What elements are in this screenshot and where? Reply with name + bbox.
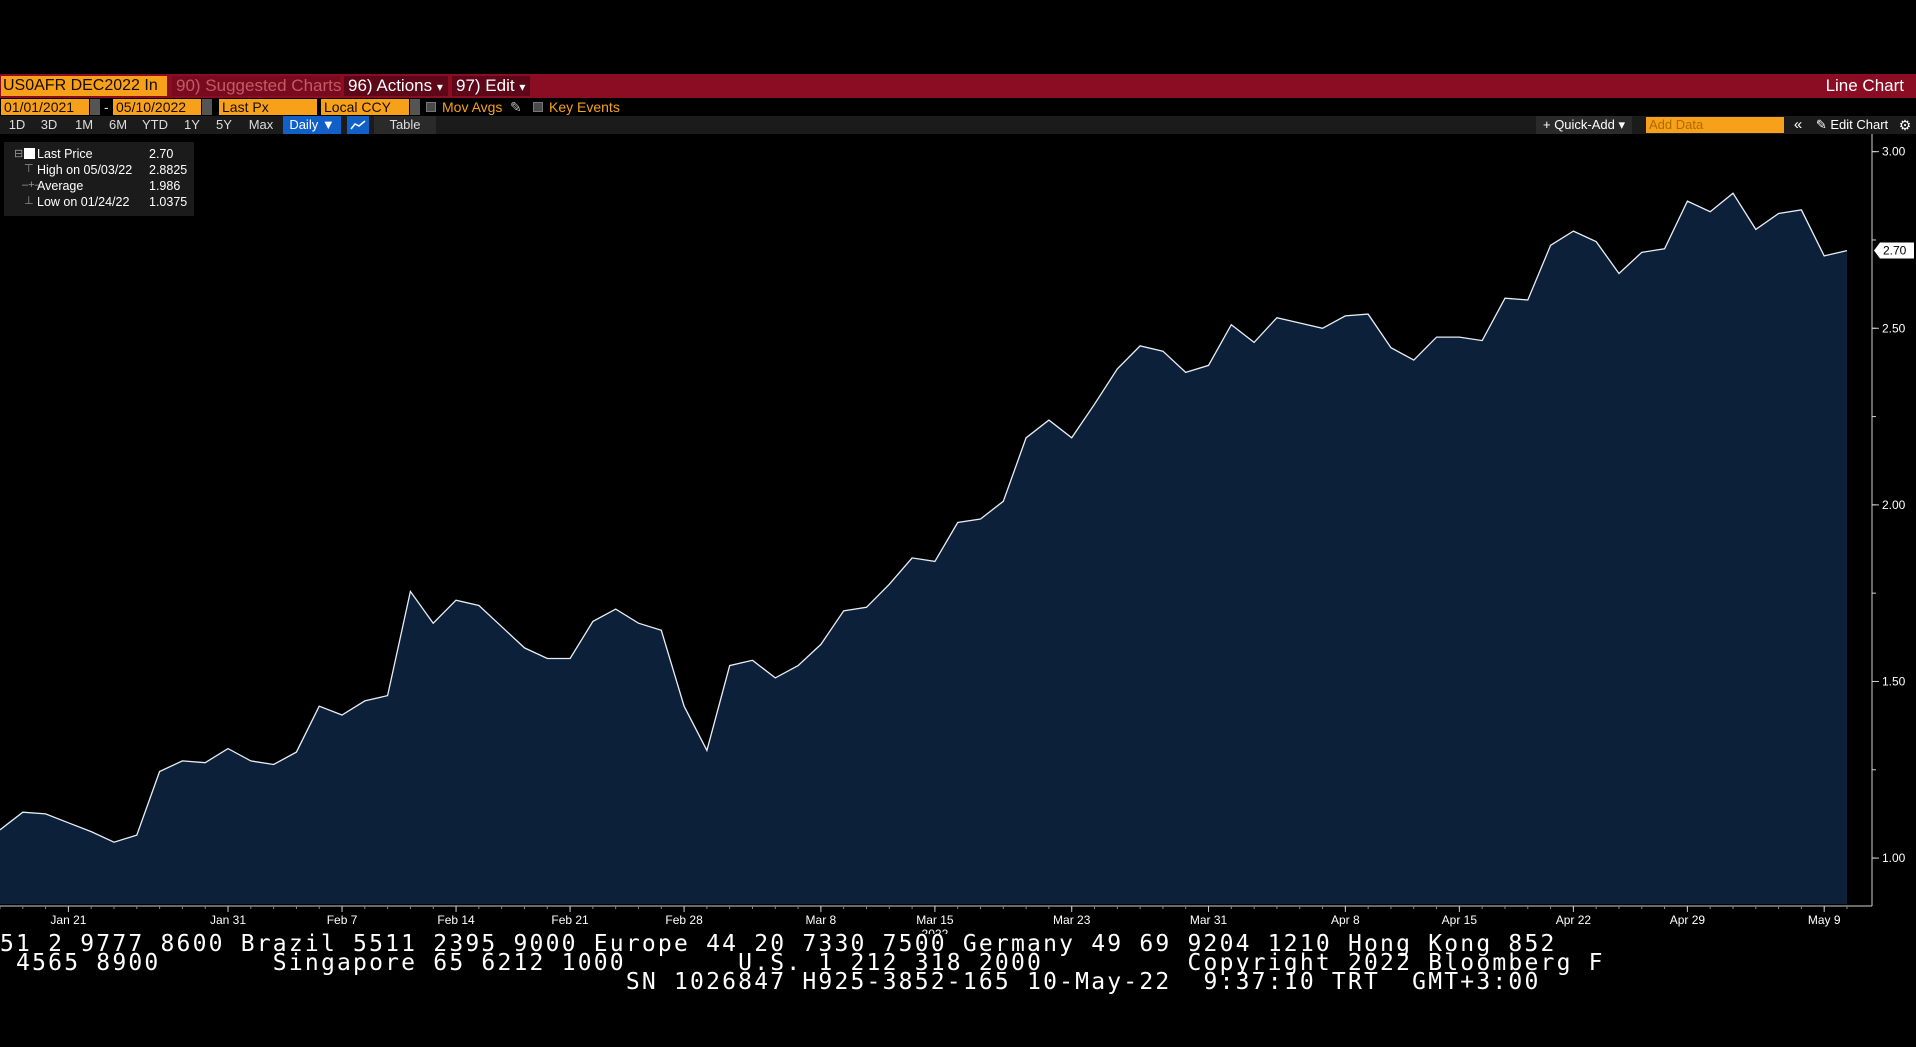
- legend-row: ⊥ Low on 01/24/22 1.0375: [4, 194, 194, 210]
- last-value-tag: [1874, 242, 1914, 259]
- y-axis: 1.00 1.50 2.00 2.50 3.00 2.70: [1871, 134, 1914, 906]
- x-tick-label: Apr 22: [1556, 913, 1592, 927]
- footer-line-1: 51 2 9777 8600 Brazil 5511 2395 9000 Eur…: [0, 931, 1557, 957]
- x-tick-label: Mar 31: [1190, 913, 1228, 927]
- security-ticker-input[interactable]: US0AFR DEC2022 In: [1, 76, 167, 96]
- period-1y-button[interactable]: 1Y: [184, 117, 200, 132]
- series-color-swatch[interactable]: [24, 148, 35, 159]
- actions-label: 96) Actions: [348, 76, 433, 95]
- price-area: [0, 193, 1847, 904]
- collapse-icon[interactable]: «: [1793, 116, 1803, 133]
- legend-label: Low on 01/24/22: [37, 195, 130, 209]
- low-marker-icon: ⊥: [24, 195, 34, 207]
- period-1d-button[interactable]: 1D: [8, 117, 26, 132]
- y-tick-label: 3.00: [1882, 145, 1906, 159]
- period-toolbar: 1D 3D 1M 6M YTD 1Y 5Y Max Daily ▼ Table …: [0, 116, 1916, 134]
- period-ytd-button[interactable]: YTD: [142, 117, 168, 132]
- edit-label: 97) Edit: [456, 76, 515, 95]
- calendar-icon[interactable]: [90, 99, 100, 115]
- quick-add-button[interactable]: + Quick-Add ▾: [1536, 116, 1632, 134]
- legend-value: 1.0375: [149, 195, 188, 209]
- tree-collapse-icon[interactable]: ⊟: [14, 148, 24, 160]
- high-marker-icon: ⊤: [24, 163, 34, 175]
- actions-menu-button[interactable]: 96) Actions ▾: [344, 76, 448, 96]
- mov-avgs-label: Mov Avgs: [442, 99, 503, 115]
- y-tick-label: 1.50: [1882, 674, 1906, 688]
- x-tick-label: Apr 29: [1670, 913, 1706, 927]
- pencil-icon[interactable]: ✎: [510, 99, 522, 115]
- calendar-icon[interactable]: [202, 99, 212, 115]
- legend-value: 2.8825: [149, 163, 188, 177]
- x-tick-label: Feb 21: [551, 913, 589, 927]
- legend-row: –+– Average 1.986: [4, 178, 194, 194]
- add-data-input[interactable]: Add Data: [1646, 117, 1784, 133]
- x-tick-label: Apr 8: [1331, 913, 1360, 927]
- start-date-field[interactable]: 01/01/2021: [1, 99, 89, 115]
- x-tick-label: Apr 15: [1442, 913, 1478, 927]
- x-tick-label: Mar 8: [806, 913, 837, 927]
- period-max-button[interactable]: Max: [248, 117, 274, 132]
- x-tick-label: May 9: [1808, 913, 1841, 927]
- x-year-label: 2022: [922, 927, 949, 934]
- period-6m-button[interactable]: 6M: [108, 117, 128, 132]
- currency-select[interactable]: Local CCY: [321, 99, 409, 115]
- period-5y-button[interactable]: 5Y: [216, 117, 232, 132]
- pencil-icon: ✎: [1815, 117, 1827, 132]
- gear-icon[interactable]: ⚙: [1898, 117, 1912, 133]
- line-chart-icon[interactable]: [347, 116, 369, 134]
- chart-legend: ⊟ Last Price 2.70 ⊤ High on 05/03/22 2.8…: [4, 142, 194, 216]
- key-events-label: Key Events: [549, 99, 620, 115]
- chevron-down-icon: ▾: [436, 80, 443, 94]
- chevron-down-icon[interactable]: [410, 99, 420, 115]
- x-tick-label: Jan 21: [50, 913, 86, 927]
- edit-menu-button[interactable]: 97) Edit ▾: [452, 76, 530, 96]
- price-field-select[interactable]: Last Px: [219, 99, 317, 115]
- x-tick-label: Feb 7: [327, 913, 358, 927]
- y-tick-label: 2.50: [1882, 321, 1906, 335]
- x-tick-label: Feb 28: [665, 913, 703, 927]
- legend-label: Average: [37, 179, 84, 193]
- legend-value: 2.70: [149, 147, 174, 161]
- legend-value: 1.986: [149, 179, 181, 193]
- legend-label: Last Price: [37, 147, 93, 161]
- x-axis: Jan 21 Jan 31 Feb 7 Feb 14 Feb 21 Feb 28 Mar 8…: [0, 905, 1872, 934]
- suggested-charts-button[interactable]: 90) Suggested Charts: [172, 76, 341, 96]
- period-1m-button[interactable]: 1M: [74, 117, 94, 132]
- price-chart[interactable]: Jan 21 Jan 31 Feb 7 Feb 14 Feb 21 Feb 28 Mar 8…: [0, 134, 1916, 934]
- footer-line-3: SN 1026847 H925-3852-165 10-May-22 9:37:…: [0, 969, 1541, 995]
- date-separator: -: [104, 99, 109, 115]
- chart-type-label: Line Chart: [1825, 76, 1904, 95]
- period-3d-button[interactable]: 3D: [40, 117, 58, 132]
- price-line: [0, 192, 1848, 843]
- frequency-select[interactable]: Daily ▼: [283, 116, 341, 134]
- footer-contact-bar: 51 2 9777 8600 Brazil 5511 2395 9000 Eur…: [0, 932, 1916, 1047]
- chart-settings-bar: 01/01/2021 - 05/10/2022 Last Px Local CC…: [0, 98, 1916, 116]
- edit-chart-button[interactable]: ✎ Edit Chart: [1810, 116, 1894, 134]
- x-tick-label: Feb 14: [437, 913, 475, 927]
- last-value-label: 2.70: [1883, 244, 1907, 258]
- title-bar: US0AFR DEC2022 In 90) Suggested Charts 9…: [0, 74, 1916, 98]
- end-date-field[interactable]: 05/10/2022: [113, 99, 201, 115]
- legend-row: ⊤ High on 05/03/22 2.8825: [4, 162, 194, 178]
- chevron-down-icon: ▾: [519, 80, 526, 94]
- x-tick-label: Jan 31: [210, 913, 246, 927]
- y-tick-label: 2.00: [1882, 498, 1906, 512]
- key-events-checkbox[interactable]: [533, 102, 543, 112]
- edit-chart-label: Edit Chart: [1830, 117, 1889, 132]
- legend-label: High on 05/03/22: [37, 163, 133, 177]
- area-layer: [0, 192, 1848, 904]
- legend-row: ⊟ Last Price 2.70: [4, 146, 194, 162]
- y-tick-label: 1.00: [1882, 851, 1906, 865]
- footer-line-2: 4565 8900 Singapore 65 6212 1000 U.S. 1 …: [0, 950, 1605, 976]
- table-view-button[interactable]: Table: [374, 116, 436, 134]
- average-marker-icon: –+–: [22, 179, 41, 191]
- x-tick-label: Mar 23: [1053, 913, 1091, 927]
- mov-avgs-checkbox[interactable]: [426, 102, 436, 112]
- x-tick-label: Mar 15: [916, 913, 954, 927]
